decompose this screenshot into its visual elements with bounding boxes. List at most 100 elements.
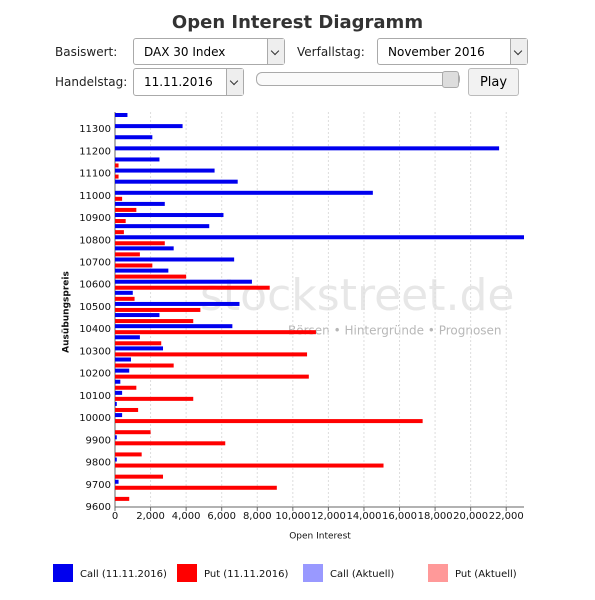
put-bar (115, 341, 162, 346)
y-tick-label: 9800 (86, 458, 111, 469)
call-bar (115, 335, 140, 340)
legend-swatch (53, 564, 73, 582)
legend-swatch (303, 564, 323, 582)
slider-handle[interactable] (442, 71, 459, 88)
call-bar (115, 301, 240, 306)
x-tick-label: 0 (112, 511, 118, 522)
call-bar (115, 179, 238, 184)
put-bar (115, 363, 174, 368)
title: Open Interest Diagramm (171, 12, 424, 33)
watermark-tagline: Börsen • Hintergründe • Prognosen (288, 324, 502, 338)
call-bar (115, 168, 215, 173)
call-bar (115, 157, 160, 162)
basiswert-select[interactable]: DAX 30 Index (133, 38, 285, 65)
call-bar (115, 368, 130, 373)
put-bar (115, 496, 130, 501)
call-bar (115, 246, 174, 251)
dropdown-arrow (226, 69, 243, 95)
dropdown-arrow (267, 39, 284, 64)
x-tick-label: 10,000 (275, 511, 310, 522)
legend-label: Call (11.11.2016) (80, 569, 167, 580)
x-tick-label: 6,000 (207, 511, 236, 522)
put-bar (115, 241, 165, 246)
put-bar (115, 319, 194, 324)
y-tick-label: 9600 (86, 502, 111, 513)
call-bar (115, 213, 224, 218)
verfallstag-value: November 2016 (388, 44, 485, 59)
put-bar (115, 196, 123, 201)
y-tick-label: 10200 (79, 369, 111, 380)
x-tick-label: 4,000 (172, 511, 201, 522)
y-tick-label: 11100 (79, 169, 111, 180)
put-bar (115, 285, 270, 290)
legend-swatch (177, 564, 197, 582)
put-bar (115, 230, 124, 235)
put-bar (115, 419, 423, 424)
call-bar (115, 113, 128, 117)
legend-swatch (428, 564, 448, 582)
x-tick-label: 8,000 (243, 511, 272, 522)
x-tick-label: 20,000 (453, 511, 488, 522)
call-bar (115, 201, 165, 206)
y-tick-label: 10100 (79, 391, 111, 402)
put-bar (115, 163, 119, 168)
dropdown-arrow (510, 39, 527, 64)
x-tick-label: 16,000 (382, 511, 417, 522)
y-tick-label: 11000 (79, 191, 111, 202)
put-bar (115, 274, 187, 279)
put-bar (115, 474, 164, 479)
put-bar (115, 430, 151, 435)
call-bar (115, 357, 132, 362)
y-tick-label: 11200 (79, 146, 111, 157)
put-bar (115, 330, 316, 335)
x-tick-label: 18,000 (418, 511, 453, 522)
put-bar (115, 452, 142, 457)
call-bar (115, 457, 117, 462)
y-tick-label: 10700 (79, 257, 111, 268)
put-bar (115, 219, 126, 224)
play-button[interactable]: Play (468, 68, 519, 96)
y-tick-label: 11300 (79, 124, 111, 135)
y-tick-label: 10500 (79, 302, 111, 313)
call-bar (115, 235, 524, 240)
call-bar (115, 435, 117, 440)
call-bar (115, 346, 164, 351)
y-tick-label: 9700 (86, 480, 111, 491)
put-bar (115, 441, 226, 446)
put-bar (115, 296, 135, 301)
y-tick-label: 9900 (86, 435, 111, 446)
call-bar (115, 313, 160, 318)
call-bar (115, 413, 123, 418)
watermark-brand: stockstreet.de (200, 270, 514, 321)
basiswert-value: DAX 30 Index (144, 44, 226, 59)
put-bar (115, 352, 308, 357)
x-tick-label: 2,000 (136, 511, 165, 522)
put-bar (115, 374, 309, 379)
call-bar (115, 479, 119, 484)
basiswert-label: Basiswert: (55, 45, 118, 59)
verfallstag-select[interactable]: November 2016 (377, 38, 528, 65)
y-tick-label: 10900 (79, 213, 111, 224)
call-bar (115, 224, 210, 229)
y-tick-label: 10600 (79, 280, 111, 291)
y-tick-label: 10800 (79, 235, 111, 246)
call-bar (115, 268, 169, 273)
call-bar (115, 401, 117, 406)
put-bar (115, 252, 140, 257)
x-axis-label: Open Interest (289, 532, 351, 542)
y-axis-label: Ausübungspreis (62, 271, 72, 353)
legend-label: Put (11.11.2016) (204, 569, 288, 580)
put-bar (115, 463, 384, 468)
call-bar (115, 390, 123, 395)
call-bar (115, 190, 373, 195)
handelstag-select[interactable]: 11.11.2016 (133, 68, 244, 96)
call-bar (115, 124, 183, 129)
legend-label: Call (Aktuell) (330, 569, 394, 580)
slider[interactable] (256, 71, 460, 88)
put-bar (115, 396, 194, 401)
y-tick-label: 10300 (79, 346, 111, 357)
x-tick-label: 22,000 (489, 511, 524, 522)
handelstag-value: 11.11.2016 (144, 75, 213, 89)
put-bar (115, 385, 137, 390)
